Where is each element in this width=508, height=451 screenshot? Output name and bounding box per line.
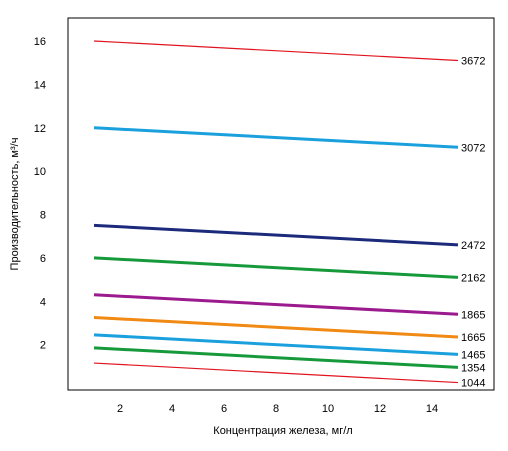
x-tick-label: 8 (273, 403, 279, 415)
y-axis-ticks: 2 4 6 8 10 12 14 16 (34, 36, 46, 352)
series-label-3072: 3072 (461, 142, 485, 154)
series-line-1465 (93, 333, 459, 356)
series-line-1665 (93, 316, 459, 339)
series-line-3072 (93, 126, 459, 149)
series-line-1354 (93, 346, 459, 369)
y-tick-label: 16 (34, 36, 46, 48)
x-tick-label: 4 (169, 403, 175, 415)
series-line-1865 (93, 293, 459, 316)
series-label-1665: 1665 (461, 332, 485, 344)
series-label-1044: 1044 (461, 378, 485, 390)
x-tick-label: 12 (374, 403, 386, 415)
series-line-1044 (93, 362, 459, 384)
series-label-1465: 1465 (461, 349, 485, 361)
y-tick-label: 6 (40, 253, 46, 265)
y-axis-label: Производительность, м³/ч (9, 138, 21, 271)
x-tick-label: 14 (426, 403, 438, 415)
series-line-3672 (93, 40, 459, 62)
x-axis-ticks: 2 4 6 8 10 12 14 (117, 403, 438, 415)
x-tick-label: 6 (221, 403, 227, 415)
y-tick-label: 8 (40, 210, 46, 222)
y-tick-label: 2 (40, 340, 46, 352)
series-label-3672: 3672 (461, 56, 485, 68)
y-tick-label: 14 (34, 79, 46, 91)
series-line-2162 (93, 256, 459, 279)
x-tick-label: 2 (117, 403, 123, 415)
series-line-2472 (93, 223, 459, 247)
series-label-2162: 2162 (461, 272, 485, 284)
y-tick-label: 12 (34, 123, 46, 135)
series-label-2472: 2472 (461, 240, 485, 252)
series-label-1354: 1354 (461, 362, 485, 374)
x-axis-label: Концентрация железа, мг/л (213, 425, 352, 437)
series-label-1865: 1865 (461, 309, 485, 321)
y-tick-label: 4 (40, 296, 46, 308)
y-tick-label: 10 (34, 166, 46, 178)
series-lines (93, 40, 459, 384)
plot-area-frame (67, 17, 495, 391)
x-tick-label: 10 (322, 403, 334, 415)
